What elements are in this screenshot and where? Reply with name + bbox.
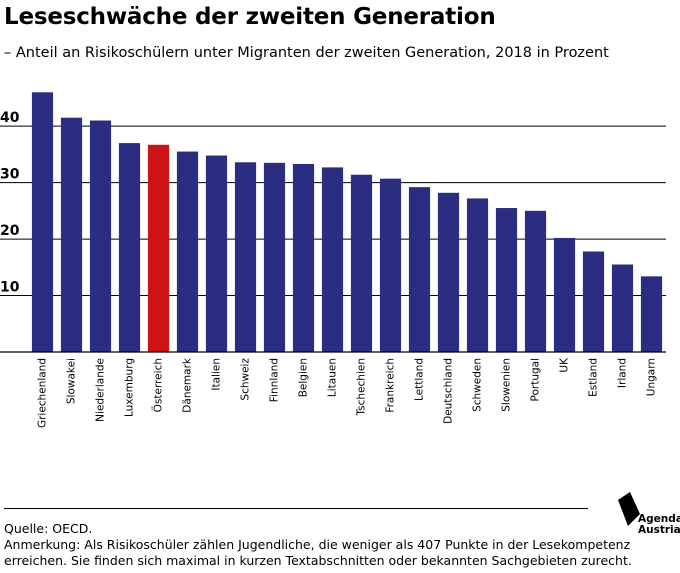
bar-18 [553, 237, 576, 352]
x-tick-label-10: Litauen [327, 358, 339, 397]
chart-title: Leseschwäche der zweiten Generation [4, 4, 496, 30]
bar-chart: 10 20 30 40 Griechenland Slowakei Niederlande L… [0, 92, 666, 428]
logo-text-line1: Agenda [638, 513, 680, 525]
bar-1 [60, 117, 83, 353]
bar-3 [118, 143, 141, 352]
bar-0 [31, 92, 54, 353]
x-tick-label-4: Österreich [152, 358, 165, 412]
x-tick-label-16: Slowenien [501, 358, 513, 412]
x-tick-label-6: Italien [211, 358, 223, 391]
x-tick-label-3: Luxemburg [124, 358, 136, 417]
x-tick-label-11: Tschechien [356, 358, 368, 417]
bar-10 [321, 167, 344, 352]
footer-divider [4, 508, 588, 509]
x-tick-label-13: Lettland [414, 358, 426, 401]
bar-12 [379, 178, 402, 352]
chart-subtitle: – Anteil an Risikoschülern unter Migrant… [4, 45, 609, 61]
y-tick-label-20: 20 [0, 223, 20, 239]
x-tick-label-18: UK [559, 357, 571, 373]
bar-2 [89, 120, 112, 352]
bar-20 [611, 264, 634, 352]
bar-19 [582, 251, 605, 352]
x-tick-label-2: Niederlande [95, 358, 107, 422]
bar-17 [524, 210, 547, 352]
footer: Quelle: OECD. Anmerkung: Als Risikoschül… [4, 521, 664, 569]
source-note: Quelle: OECD. [4, 521, 93, 536]
bar-7 [234, 162, 257, 352]
logo-mark-icon [618, 492, 640, 526]
x-tick-label-20: Irland [617, 358, 629, 388]
x-tick-label-7: Schweiz [240, 358, 252, 401]
x-tick-label-9: Belgien [298, 358, 310, 397]
logo-text-line2: Austria [638, 524, 680, 536]
bar-15 [466, 198, 489, 352]
bar-5 [176, 151, 199, 352]
x-tick-label-21: Ungarn [646, 358, 658, 396]
annotation-line-1: Anmerkung: Als Risikoschüler zählen Juge… [4, 537, 631, 552]
x-tick-label-1: Slowakei [66, 358, 78, 404]
x-tick-label-14: Deutschland [443, 358, 455, 424]
bar-8 [263, 162, 286, 352]
x-tick-label-15: Schweden [472, 358, 484, 412]
agenda-austria-logo: Agenda Austria [616, 492, 680, 542]
x-tick-label-12: Frankreich [385, 358, 397, 413]
bar-21 [640, 276, 663, 352]
y-tick-label-40: 40 [0, 110, 20, 126]
y-tick-label-30: 30 [0, 167, 20, 183]
bar-4 [147, 144, 170, 352]
y-tick-label-10: 10 [0, 280, 20, 296]
x-tick-label-8: Finnland [269, 358, 281, 402]
bar-9 [292, 163, 315, 352]
bar-14 [437, 192, 460, 352]
bar-13 [408, 187, 431, 352]
bar-11 [350, 174, 373, 352]
x-tick-label-17: Portugal [530, 358, 542, 402]
bar-16 [495, 208, 518, 352]
x-tick-label-19: Estland [588, 358, 600, 397]
annotation-line-2: erreichen. Sie finden sich maximal in ku… [4, 553, 632, 568]
x-tick-label-0: Griechenland [37, 358, 49, 428]
bar-6 [205, 155, 228, 352]
x-tick-label-5: Dänemark [182, 357, 194, 413]
